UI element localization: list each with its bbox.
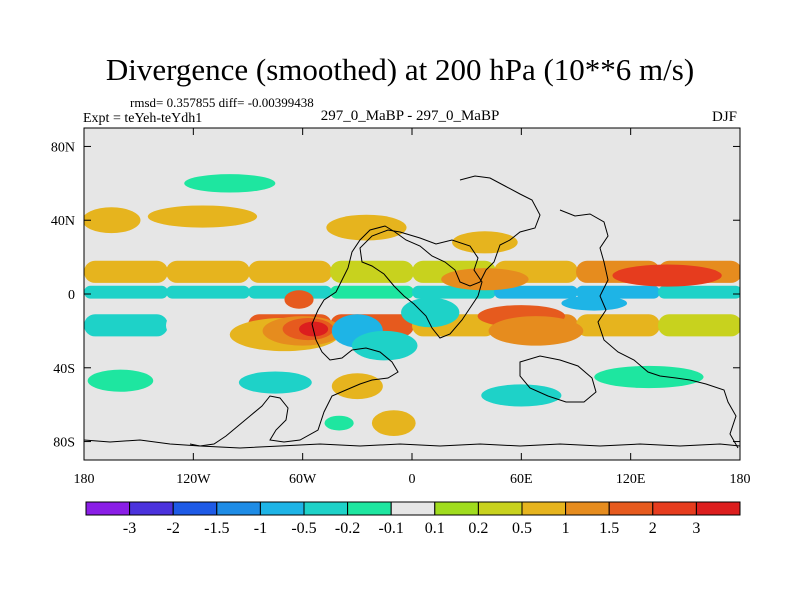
colorbar-swatch-3 [216,501,261,516]
x-tick-label-0: 180 [74,472,95,487]
field-band-2-seg-6 [576,314,660,337]
x-tick-label-2: 60W [289,472,317,487]
field-band-0-seg-2 [248,260,332,283]
field-blob-6 [351,330,418,361]
coastline-eurasia [559,209,739,449]
field-band-2-seg-1 [166,314,250,337]
colorbar-label-6: -0.1 [379,520,404,537]
field-band-1-seg-6 [576,285,660,299]
field-blob-16 [326,214,407,241]
field-blob-13 [612,264,722,287]
field-blob-9 [441,268,529,291]
colorbar-swatch-1 [129,501,174,516]
season-label: DJF [712,109,738,125]
field-band-1-seg-1 [166,285,250,299]
field-blob-11 [488,316,584,346]
coastline-australia [519,355,597,403]
field-blob-21 [481,384,562,407]
field-blob-4 [284,290,314,309]
colorbar-label-2: -1.5 [204,520,229,537]
colorbar-label-13: 3 [692,520,700,537]
coastline-antarctica [84,439,740,449]
x-axis: 180 120W 60W 0 60E 120E 180 [74,128,751,487]
colorbar-label-0: -3 [123,520,136,537]
experiment-label: Expt = teYeh-teYdh1 [83,111,203,126]
field-band-0-seg-0 [84,260,168,283]
stats-line: rmsd= 0.357855 diff= -0.00399438 [130,95,314,110]
colorbar-label-8: 0.2 [468,520,488,537]
colorbar-label-12: 2 [649,520,657,537]
field-band-0-seg-3 [330,260,414,283]
field-band-1-seg-3 [330,285,414,299]
field-blob-8 [452,231,518,254]
field-blob-17 [87,369,154,392]
field-band-1-seg-7 [658,285,740,299]
colorbar-swatch-9 [477,501,523,516]
x-tick-label-5: 120E [616,472,646,487]
field-band-2-seg-7 [658,314,740,337]
y-tick-label-4: 80S [53,436,75,451]
field-blob-18 [238,371,312,394]
colorbar-swatch-8 [434,501,479,516]
y-tick-label-1: 40N [51,214,75,229]
colorbar-swatch-5 [303,501,349,516]
colorbar-label-5: -0.2 [335,520,360,537]
colorbar-swatch-10 [521,501,567,516]
field-band-2-seg-0 [84,314,168,337]
field-blob-14 [84,207,141,234]
colorbar-label-9: 0.5 [512,520,532,537]
field-blob-19 [331,373,383,400]
y-tick-label-2: 0 [68,288,75,303]
colorbar-swatch-12 [608,501,654,516]
colorbar-label-4: -0.5 [291,520,316,537]
colorbar-label-7: 0.1 [425,520,445,537]
field-blob-15 [147,205,258,228]
contour-fields [84,174,740,437]
coastline-africa [359,229,483,339]
chart-title: Divergence (smoothed) at 200 hPa (10**6 … [105,52,695,87]
y-tick-label-3: 40S [53,362,75,377]
field-blob-24 [324,415,354,431]
comparison-subtitle: 297_0_MaBP - 297_0_MaBP [320,108,500,124]
colorbar-swatch-7 [390,501,436,516]
colorbar-swatch-13 [652,501,697,516]
field-blob-22 [594,365,704,389]
y-axis: 80N 40N 0 40S 80S [51,140,740,451]
colorbar-swatch-11 [565,501,610,516]
colorbar-label-11: 1.5 [599,520,619,537]
colorbar-label-3: -1 [254,520,267,537]
field-band-0-seg-1 [166,260,250,283]
coastline-americas [189,175,541,447]
colorbar-swatch-4 [259,501,305,516]
colorbar-swatch-0 [85,501,131,516]
field-band-1-seg-0 [84,285,168,299]
coastlines [84,175,740,449]
field-band-1-seg-5 [494,285,578,299]
colorbar: -3 -2 -1.5 -1 -0.5 -0.2 -0.1 0.1 0.2 0.5 1 1.5 2 3 [85,501,741,537]
colorbar-swatch-14 [695,501,741,516]
x-tick-label-3: 0 [409,472,416,487]
field-blob-7 [401,297,460,328]
field-blob-12 [561,295,628,311]
colorbar-label-1: -2 [167,520,180,537]
colorbar-swatch-2 [172,501,218,516]
x-tick-label-6: 180 [730,472,751,487]
field-blob-20 [371,410,416,437]
y-tick-label-0: 80N [51,140,75,155]
field-blob-23 [184,174,276,193]
colorbar-label-10: 1 [562,520,570,537]
x-tick-label-1: 120W [176,472,211,487]
colorbar-swatch-6 [347,501,392,516]
x-tick-label-4: 60E [510,472,533,487]
